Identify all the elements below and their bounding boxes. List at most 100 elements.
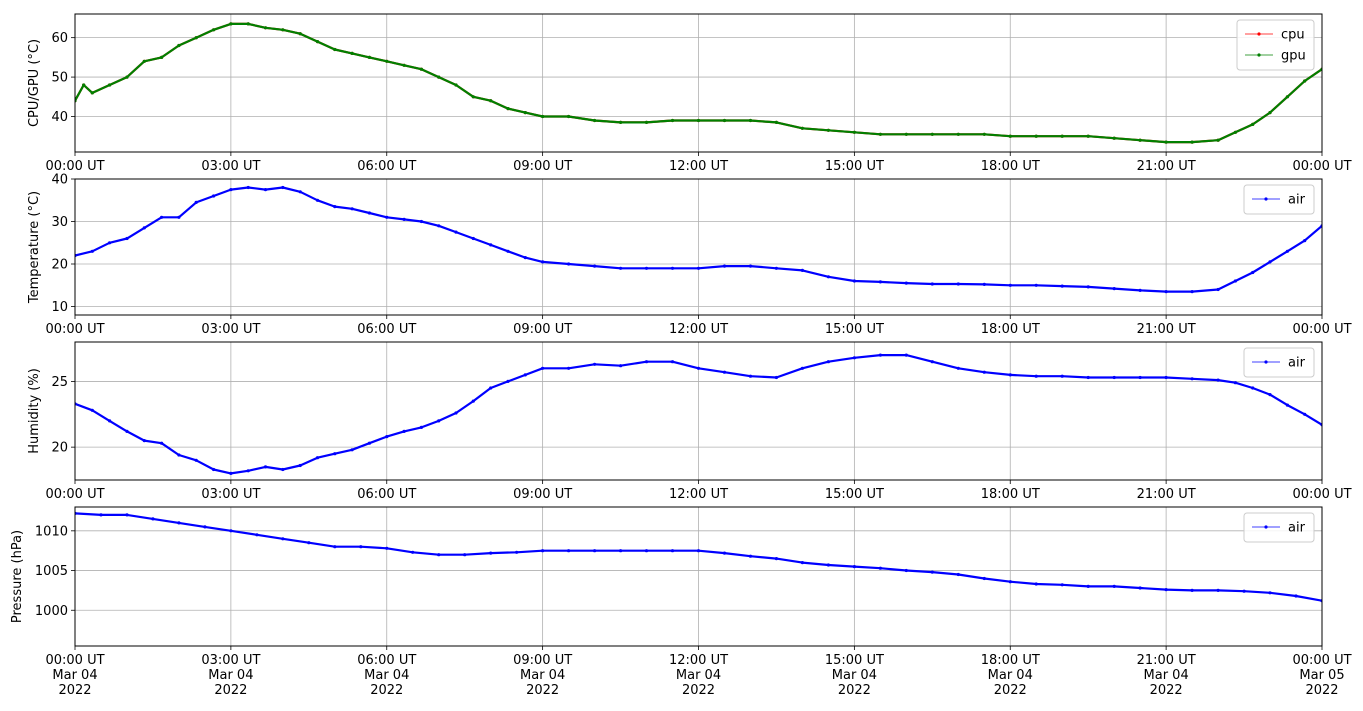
data-point [904,281,908,285]
data-point [367,211,371,215]
legend-marker-air [1264,197,1268,201]
legend-label-gpu: gpu [1281,49,1306,64]
data-point [1268,591,1272,595]
data-point [419,425,423,429]
chart-panel-2: 00:00 UT 03:00 UT 06:00 UT 09:00 UT 12:00 UT… [27,173,1352,338]
data-point [1233,279,1237,283]
data-point [1112,287,1116,291]
data-point [471,95,475,99]
data-point [567,366,571,370]
data-point [99,513,103,517]
legend-marker-air [1264,525,1268,529]
data-point [1190,377,1194,381]
data-point [722,118,727,123]
data-point [454,83,458,87]
data-point [1086,584,1090,589]
legend-marker-air [1264,360,1268,364]
y-tick-label: 40 [51,110,68,125]
data-point [229,471,233,475]
data-point [402,217,406,221]
data-point [506,107,510,111]
data-point [506,249,510,253]
x-tick-label: 00:00 UT [45,487,104,502]
data-point [1268,260,1272,264]
data-point [229,22,233,26]
data-point [593,549,597,553]
data-point [298,32,302,36]
data-point [541,549,545,553]
data-point [1190,140,1194,144]
data-point [402,63,406,67]
data-point [246,185,250,190]
legend-box [1236,19,1315,71]
data-point [315,198,320,202]
data-point [385,215,389,219]
data-point [852,279,857,283]
data-point [982,370,986,374]
y-axis-label: CPU/GPU (°C) [27,39,42,127]
data-point [644,360,649,364]
data-point [1138,288,1142,292]
chart-panel-3: 00:00 UT 03:00 UT 06:00 UT 09:00 UT 12:00 UT… [27,341,1352,502]
data-point [1268,111,1272,115]
y-tick-label: 60 [51,31,68,46]
data-point [1285,95,1289,99]
data-point [333,545,337,549]
data-point [1190,290,1194,294]
data-point [1138,586,1142,590]
data-point [419,67,423,71]
data-point [160,55,164,60]
x-tick-label: 12:00 UT [669,487,728,502]
data-point [177,215,181,219]
data-point [1216,588,1220,593]
data-point [748,264,753,268]
series-line-air [75,186,1322,293]
data-point [644,549,649,553]
data-point [567,262,571,266]
data-point [350,207,354,211]
y-tick-label: 1010 [35,524,68,539]
data-point [878,132,883,136]
data-point [1285,249,1289,253]
x-tick-label: 03:00 UT Mar 04 2022 [201,653,260,698]
data-point [1251,270,1255,275]
data-point [1008,134,1012,138]
data-point [1251,122,1255,126]
chart-panel-4: 00:00 UT Mar 04 2022 03:00 UT Mar 04 2022 06:0… [10,506,1352,698]
data-point [385,59,389,63]
data-point [696,118,701,123]
series-air [75,185,1322,294]
data-point [1034,134,1038,138]
legend-label-air: air [1288,193,1306,208]
data-point [367,441,371,445]
y-tick-label: 25 [51,375,68,390]
data-point [1060,583,1064,587]
data-point [696,266,701,270]
data-point [523,256,527,260]
data-point [826,275,831,279]
data-point [437,75,441,79]
data-point [800,561,805,565]
data-point [90,91,94,95]
data-point [774,120,779,124]
data-point [541,114,545,119]
data-point [878,280,883,284]
data-point [437,419,441,423]
legend-box [1243,347,1315,378]
data-point [281,28,285,32]
x-tick-label: 00:00 UT [45,159,104,174]
data-point [930,282,934,286]
data-point [619,364,623,368]
data-point [1164,140,1168,144]
x-tick-label: 18:00 UT [981,487,1040,502]
data-point [194,458,198,462]
data-point [281,537,285,541]
data-point [748,554,753,558]
data-point [1138,138,1142,142]
data-point [108,241,112,245]
data-point [982,576,986,581]
data-point [263,465,268,469]
legend-label-air: air [1288,521,1306,536]
data-point [670,360,675,364]
data-point [826,360,831,364]
